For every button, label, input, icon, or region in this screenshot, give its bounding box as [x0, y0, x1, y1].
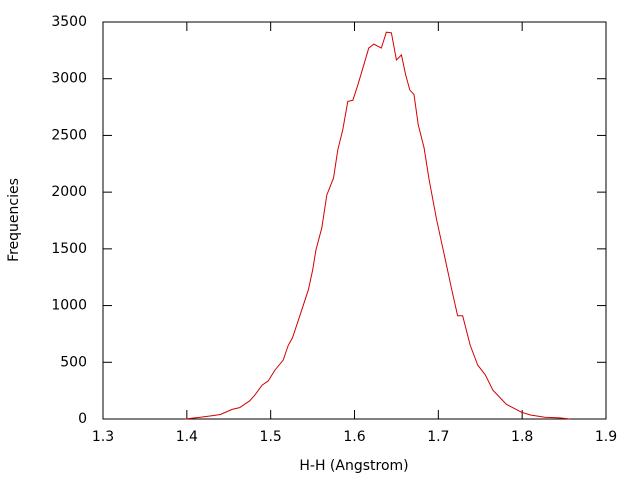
y-tick-label: 0: [78, 411, 87, 427]
y-tick-label: 3000: [51, 71, 87, 87]
y-tick-label: 1500: [51, 241, 87, 257]
x-tick-label: 1.6: [343, 429, 365, 445]
data-line: [185, 31, 571, 420]
x-tick-label: 1.3: [92, 429, 114, 445]
y-tick-label: 1000: [51, 298, 87, 314]
y-tick-label: 2000: [51, 184, 87, 200]
y-axis-label: Frequencies: [6, 178, 22, 262]
y-tick-label: 3500: [51, 14, 87, 30]
x-tick-label: 1.8: [511, 429, 533, 445]
y-tick-label: 2500: [51, 127, 87, 143]
x-tick-label: 1.5: [260, 429, 282, 445]
y-tick-label: 500: [60, 354, 87, 370]
x-axis-label: H-H (Angstrom): [299, 458, 408, 474]
x-tick-label: 1.4: [176, 429, 198, 445]
x-tick-label: 1.7: [427, 429, 449, 445]
x-tick-label: 1.9: [595, 429, 617, 445]
